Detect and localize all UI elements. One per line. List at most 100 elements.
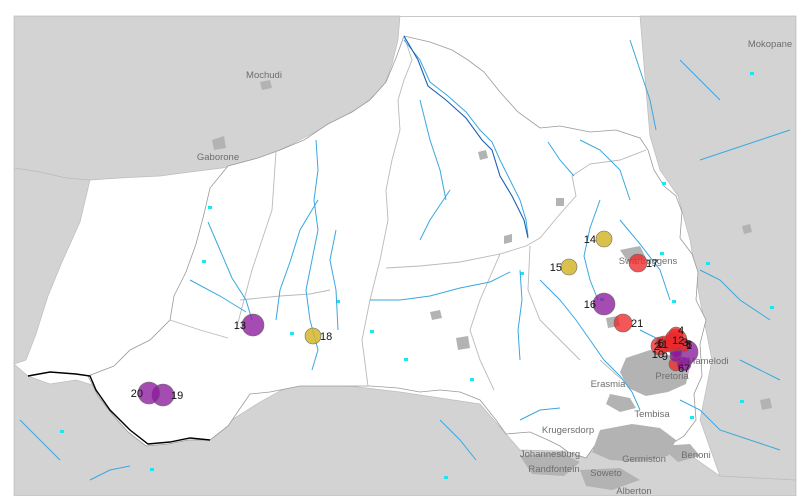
- main-river: [403, 35, 529, 239]
- site-label-10: 10: [652, 349, 664, 361]
- surrounding-terrain: [13, 15, 797, 496]
- urban-area-8: [212, 136, 226, 150]
- site-label-19: 19: [171, 390, 183, 402]
- urban-area-14: [556, 198, 564, 206]
- site-label-12: 12: [672, 335, 684, 347]
- site-marker-17[interactable]: [628, 253, 648, 273]
- river-3: [275, 199, 319, 321]
- place-label-germiston: Germiston: [622, 454, 666, 465]
- river-24: [519, 407, 561, 421]
- river-12: [547, 141, 575, 177]
- wetland-11: [740, 400, 744, 403]
- subbasin-boundary-2: [361, 35, 413, 387]
- site-marker-13[interactable]: [241, 313, 265, 337]
- river-26: [739, 359, 781, 381]
- wetland-17: [660, 252, 664, 255]
- site-label-6: 6: [678, 363, 684, 375]
- wetland-13: [60, 430, 64, 433]
- site-label-7: 7: [684, 363, 690, 375]
- river-7: [370, 271, 511, 301]
- site-label-11: 11: [657, 339, 668, 351]
- urban-area-2: [606, 394, 636, 412]
- wetland-5: [470, 378, 474, 381]
- site-marker-14[interactable]: [595, 230, 613, 248]
- site-marker-16[interactable]: [592, 292, 616, 316]
- river-23: [439, 419, 477, 461]
- wetland-14: [150, 468, 154, 471]
- site-marker-12[interactable]: [664, 328, 688, 352]
- river-6: [329, 229, 339, 331]
- subbasin-boundary-5: [527, 245, 581, 361]
- wetland-8: [672, 300, 676, 303]
- site-label-13: 13: [234, 320, 246, 332]
- urban-area-6: [660, 444, 700, 462]
- place-label-pretoria: Pretoria: [655, 371, 689, 382]
- site-label-16: 16: [584, 299, 596, 311]
- urban-area-11: [430, 310, 442, 320]
- place-label-mochudi: Mochudi: [246, 70, 282, 81]
- place-label-swartruggens: Swartruggens: [619, 256, 678, 267]
- urban-area-7: [260, 80, 272, 90]
- wetland-20: [336, 300, 340, 303]
- site-marker-15[interactable]: [560, 258, 578, 276]
- wetland-3: [370, 330, 374, 333]
- site-marker-18[interactable]: [304, 327, 322, 345]
- place-label-randfontein: Randfontein: [528, 464, 579, 475]
- wetland-15: [444, 476, 448, 479]
- subbasin-boundary-8: [239, 289, 331, 301]
- urban-area-12: [456, 336, 470, 350]
- river-5: [189, 279, 247, 313]
- urban-area-5: [580, 468, 640, 490]
- wetland-4: [404, 358, 408, 361]
- urban-area-4: [520, 452, 580, 476]
- place-label-benoni: Benoni: [681, 450, 711, 461]
- wetland-18: [690, 416, 694, 419]
- international-border: [27, 371, 211, 445]
- site-label-5: 5: [658, 338, 664, 350]
- site-marker-21[interactable]: [613, 313, 633, 333]
- basin-outline: [87, 35, 707, 459]
- subbasin-boundary-3: [385, 237, 541, 269]
- wetland-9: [706, 262, 710, 265]
- site-label-15: 15: [550, 262, 562, 274]
- wetland-12: [770, 306, 774, 309]
- river-4: [207, 221, 253, 321]
- place-label-erasmia: Erasmia: [591, 379, 627, 390]
- river-1: [403, 39, 529, 237]
- site-label-8: 8: [686, 339, 692, 351]
- place-label-tembisa: Tembisa: [634, 409, 670, 420]
- river-19: [629, 39, 657, 131]
- river-18: [699, 129, 791, 161]
- place-label-mokopane: Mokopane: [748, 39, 792, 50]
- subbasin-boundary-9: [169, 319, 229, 339]
- river-15: [419, 189, 451, 241]
- wetland-7: [662, 182, 666, 185]
- site-marker-7[interactable]: [676, 356, 692, 372]
- place-label-alberton: Alberton: [616, 486, 651, 496]
- site-label-20: 20: [131, 388, 143, 400]
- wetland-10: [750, 72, 754, 75]
- urban-area-3: [592, 424, 676, 462]
- site-label-4: 4: [678, 325, 684, 337]
- river-20: [679, 59, 721, 101]
- urban-area-16: [742, 224, 752, 234]
- wetland-16: [520, 272, 524, 275]
- site-label-14: 14: [584, 234, 596, 246]
- wetland-1: [202, 260, 206, 263]
- site-label-2: 2: [654, 341, 660, 353]
- river-14: [419, 99, 447, 201]
- site-marker-20[interactable]: [137, 381, 161, 405]
- subbasin-boundary-7: [469, 253, 501, 391]
- site-label-9: 9: [662, 351, 668, 363]
- place-label-krugersdorp: Krugersdorp: [542, 425, 594, 436]
- wetland-2: [208, 206, 212, 209]
- river-9: [539, 279, 641, 411]
- wetland-19: [290, 332, 294, 335]
- river-8: [517, 269, 523, 361]
- subbasin-boundary-4: [539, 149, 647, 239]
- site-label-3: 3: [682, 337, 688, 349]
- river-10: [583, 199, 601, 301]
- urban-area-15: [478, 150, 488, 160]
- river-13: [579, 139, 631, 201]
